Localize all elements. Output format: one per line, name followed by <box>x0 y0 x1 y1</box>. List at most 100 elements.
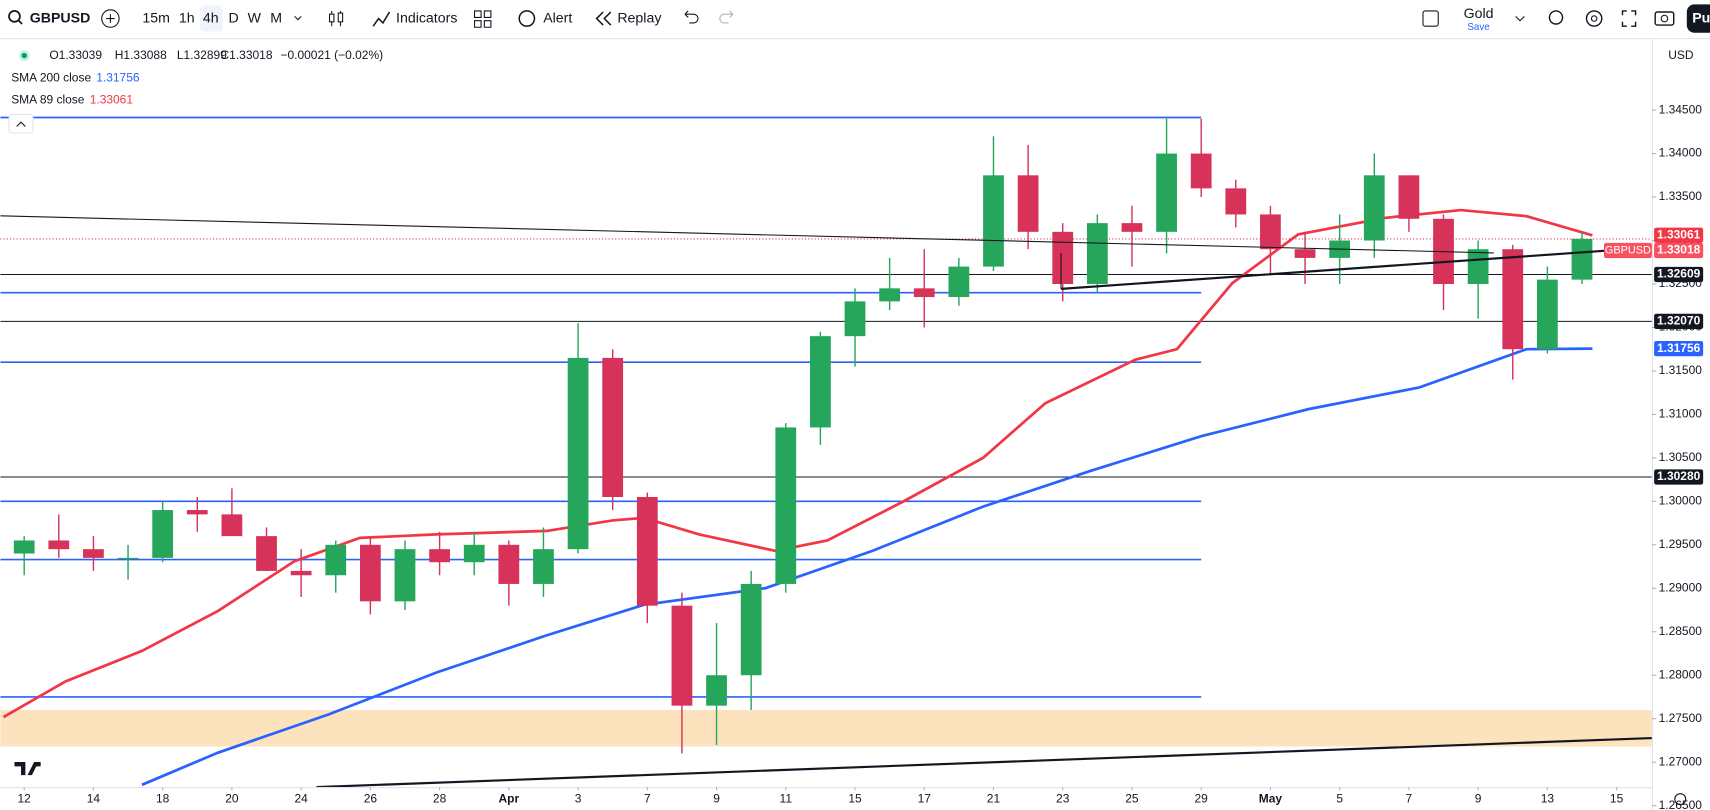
x-tick-label: 20 <box>225 791 239 805</box>
price-label: 1.32609 <box>1657 267 1701 281</box>
candle-body <box>1571 238 1593 280</box>
interval[interactable]: M <box>270 10 282 26</box>
settings[interactable] <box>1585 10 1603 27</box>
collapse-legend[interactable] <box>8 113 34 134</box>
candle-body <box>221 514 243 537</box>
candle-body <box>152 510 174 558</box>
x-tick-label: 15 <box>1610 791 1624 805</box>
drawings <box>0 215 1652 788</box>
chart-type-icon <box>328 13 335 23</box>
y-tick-label: 1.29500 <box>1659 537 1703 551</box>
candle-body <box>325 544 347 576</box>
indicator-name[interactable]: SMA 200 close <box>11 71 91 85</box>
layouts-icon[interactable] <box>473 10 492 28</box>
snapshot <box>1660 14 1669 23</box>
price-label-bg <box>1654 266 1704 283</box>
select-box[interactable] <box>1422 10 1439 27</box>
add-symbol[interactable] <box>101 9 120 28</box>
x-tick-label: 7 <box>1406 791 1413 805</box>
price-label: 1.33061 <box>1657 227 1701 241</box>
price-label: 1.33018 <box>1657 243 1701 257</box>
y-tick-label: 1.29000 <box>1659 580 1703 594</box>
support-zone <box>0 710 1652 747</box>
x-tick-label: 14 <box>87 791 101 805</box>
interval[interactable]: D <box>228 10 238 26</box>
x-tick-label: 25 <box>1125 791 1139 805</box>
price-label-bg <box>1654 242 1704 259</box>
x-tick-label: 29 <box>1195 791 1209 805</box>
candle-body <box>394 549 416 602</box>
replay-icon[interactable] <box>595 11 612 26</box>
indicators-button[interactable]: Indicators <box>396 10 457 26</box>
ohlc-low: L1.32899 <box>177 48 227 62</box>
candle-body <box>983 175 1004 267</box>
y-tick-label: 1.28000 <box>1659 667 1703 681</box>
alert-icon[interactable] <box>518 10 536 27</box>
save-button[interactable]: Save <box>1467 22 1490 33</box>
candle-body <box>1294 249 1316 258</box>
indicator-value: 1.33061 <box>90 92 134 106</box>
candle-body <box>117 557 139 559</box>
price-label-bg <box>1654 313 1704 330</box>
y-tick-label: 1.34500 <box>1659 102 1703 116</box>
candle-body <box>290 570 312 576</box>
scale-settings[interactable] <box>1674 793 1687 806</box>
time-scale <box>0 787 1652 810</box>
candle-body <box>429 549 450 563</box>
candle-body <box>602 357 624 498</box>
layout-name[interactable]: Gold <box>1464 6 1494 22</box>
candle-body <box>671 605 693 706</box>
indicator-name[interactable]: SMA 89 close <box>11 92 85 106</box>
y-tick-label: 1.27000 <box>1659 754 1703 768</box>
search-icon[interactable] <box>8 10 21 23</box>
symbol[interactable]: GBPUSD <box>30 10 91 26</box>
quick-search[interactable] <box>1548 10 1564 25</box>
x-tick-label: 17 <box>918 791 932 805</box>
interval[interactable]: 1h <box>179 10 195 26</box>
ohlc-close: C1.33018 <box>221 48 273 62</box>
publish-button[interactable] <box>1686 4 1710 33</box>
undo[interactable] <box>684 10 699 24</box>
tradingview-logo <box>14 762 41 776</box>
layout-menu[interactable] <box>1515 15 1525 22</box>
redo[interactable] <box>719 10 734 24</box>
x-tick-label: 23 <box>1056 791 1070 805</box>
collapse-icon <box>16 121 26 127</box>
candle-body <box>48 540 70 550</box>
ohlc-open: O1.33039 <box>49 48 102 62</box>
replay-button[interactable]: Replay <box>617 10 662 26</box>
candle-body <box>1190 153 1212 189</box>
candle-body <box>83 549 104 558</box>
price-scale <box>1651 39 1710 810</box>
y-tick-label: 1.31000 <box>1659 407 1703 421</box>
price-label-bg <box>1654 469 1704 485</box>
fullscreen[interactable] <box>1621 10 1637 27</box>
interval[interactable]: W <box>248 10 262 26</box>
interval[interactable]: 4h <box>203 10 219 26</box>
interval-menu[interactable] <box>294 15 302 21</box>
market-status <box>21 52 28 59</box>
x-tick-label: May <box>1259 791 1283 805</box>
indicators-icon[interactable] <box>372 11 391 27</box>
x-tick-label: 18 <box>156 791 170 805</box>
ohlc-change: −0.00021 (−0.02%) <box>280 48 383 62</box>
settings <box>1590 15 1598 22</box>
trend-line <box>316 736 1652 788</box>
sma-line <box>141 347 1593 787</box>
x-tick-label: 26 <box>364 791 378 805</box>
interval[interactable]: 15m <box>142 10 170 26</box>
x-tick-label: 9 <box>713 791 720 805</box>
x-tick-label: 12 <box>18 791 32 805</box>
candle-body <box>1156 153 1177 232</box>
add-symbol-icon <box>106 14 115 23</box>
x-tick-label: 24 <box>294 791 308 805</box>
candle-body <box>810 336 831 428</box>
candle-body <box>913 288 935 298</box>
currency[interactable]: USD <box>1668 48 1694 62</box>
candle-body <box>1536 279 1558 350</box>
candle-body <box>186 510 208 515</box>
alert-button[interactable]: Alert <box>543 10 572 26</box>
y-tick-label: 1.31500 <box>1659 363 1703 377</box>
snapshot[interactable] <box>1654 11 1675 26</box>
x-tick-label: 9 <box>1475 791 1482 805</box>
